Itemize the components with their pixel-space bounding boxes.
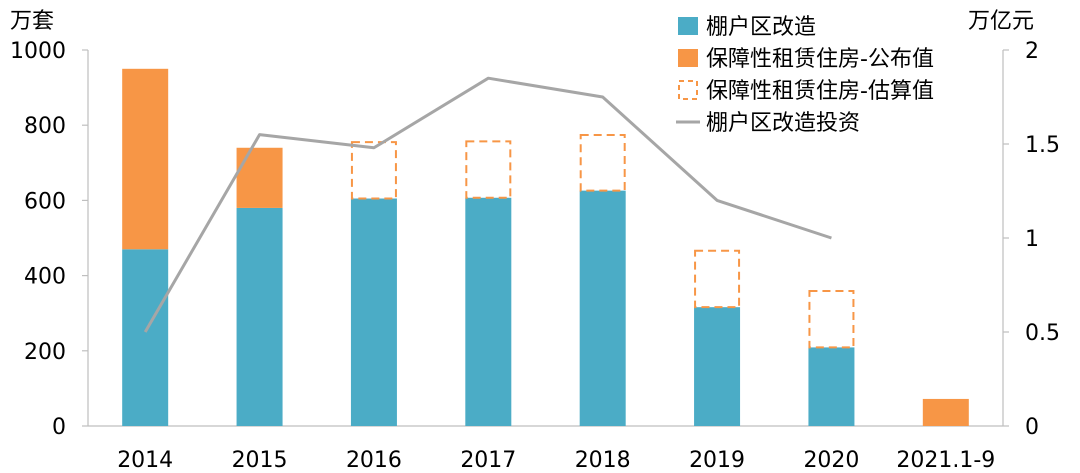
- left-tick-label: 200: [24, 340, 66, 365]
- line-shantytown-investment: [143, 76, 832, 333]
- right-tick-label: 2: [1025, 39, 1039, 64]
- legend-label: 保障性租赁住房-估算值: [706, 79, 934, 104]
- right-tick-label: 0: [1025, 415, 1039, 440]
- bar-shantytown: [122, 249, 169, 426]
- x-tick-label: 2017: [460, 448, 516, 473]
- legend-label: 保障性租赁住房-公布值: [706, 47, 934, 72]
- right-tick-label: 1.5: [1025, 133, 1060, 158]
- bar-shantytown: [350, 198, 397, 426]
- left-tick-label: 600: [24, 189, 66, 214]
- left-tick-label: 800: [24, 114, 66, 139]
- x-tick-label: 2020: [803, 448, 859, 473]
- x-tick-label: 2018: [575, 448, 631, 473]
- bar-rental-published: [122, 68, 169, 250]
- x-tick-label: 2014: [117, 448, 173, 473]
- x-tick-label: 2019: [689, 448, 745, 473]
- bar-rental-estimated: [465, 140, 512, 199]
- right-tick-label: 0.5: [1025, 321, 1060, 346]
- bar-rental-estimated: [808, 290, 855, 349]
- bar-shantytown: [465, 197, 512, 426]
- legend-swatch-rental-estimated: [678, 80, 698, 100]
- x-tick-label: 2016: [346, 448, 402, 473]
- bar-rental-estimated: [694, 249, 741, 309]
- right-tick-label: 1: [1025, 227, 1039, 252]
- bar-shantytown: [808, 347, 855, 426]
- plot-area: 0 200 400 600 800 1000 0 0.5 1 1.5 2 2014 2015 2016 20…: [10, 39, 1060, 473]
- bar-rental-estimated: [350, 141, 397, 200]
- legend-swatch-shantytown: [678, 17, 698, 35]
- legend-label: 棚户区改造: [706, 15, 816, 40]
- right-axis-unit: 万亿元: [968, 9, 1034, 34]
- bar-rental-published: [922, 398, 969, 426]
- x-tick-label: 2021.1-9: [896, 448, 995, 473]
- left-tick-label: 400: [24, 265, 66, 290]
- bar-shantytown: [236, 207, 283, 426]
- left-axis-unit: 万套: [10, 9, 54, 34]
- left-tick-label: 0: [52, 415, 66, 440]
- left-tick-label: 1000: [10, 39, 66, 64]
- bar-rental-estimated: [579, 133, 626, 192]
- legend-label: 棚户区改造投资: [706, 111, 860, 136]
- bar-shantytown: [579, 190, 626, 426]
- x-tick-label: 2015: [232, 448, 288, 473]
- bar-rental-published: [236, 147, 283, 208]
- legend-swatch-rental-published: [678, 49, 698, 67]
- bar-shantytown: [694, 307, 741, 426]
